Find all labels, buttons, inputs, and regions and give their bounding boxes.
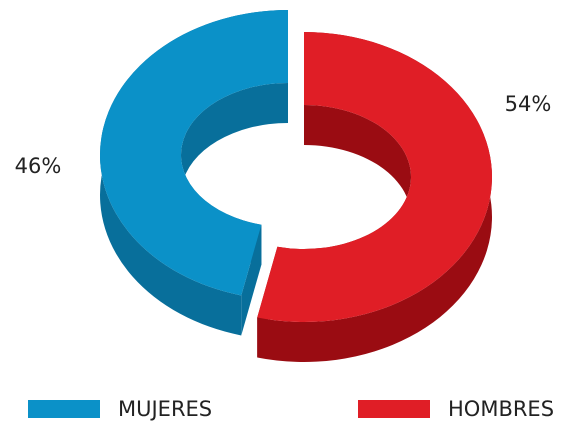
outer-wall [257, 32, 493, 362]
donut-segment [100, 9, 288, 336]
legend-label: HOMBRES [448, 397, 554, 421]
legend-swatch [358, 400, 430, 418]
donut-segment [257, 32, 493, 362]
legend-swatch [28, 400, 100, 418]
legend-label: MUJERES [118, 397, 212, 421]
value-label: 54% [505, 92, 552, 116]
top-face [257, 32, 493, 323]
value-label: 46% [15, 154, 62, 178]
end-cap [241, 224, 262, 336]
top-face [100, 9, 288, 296]
